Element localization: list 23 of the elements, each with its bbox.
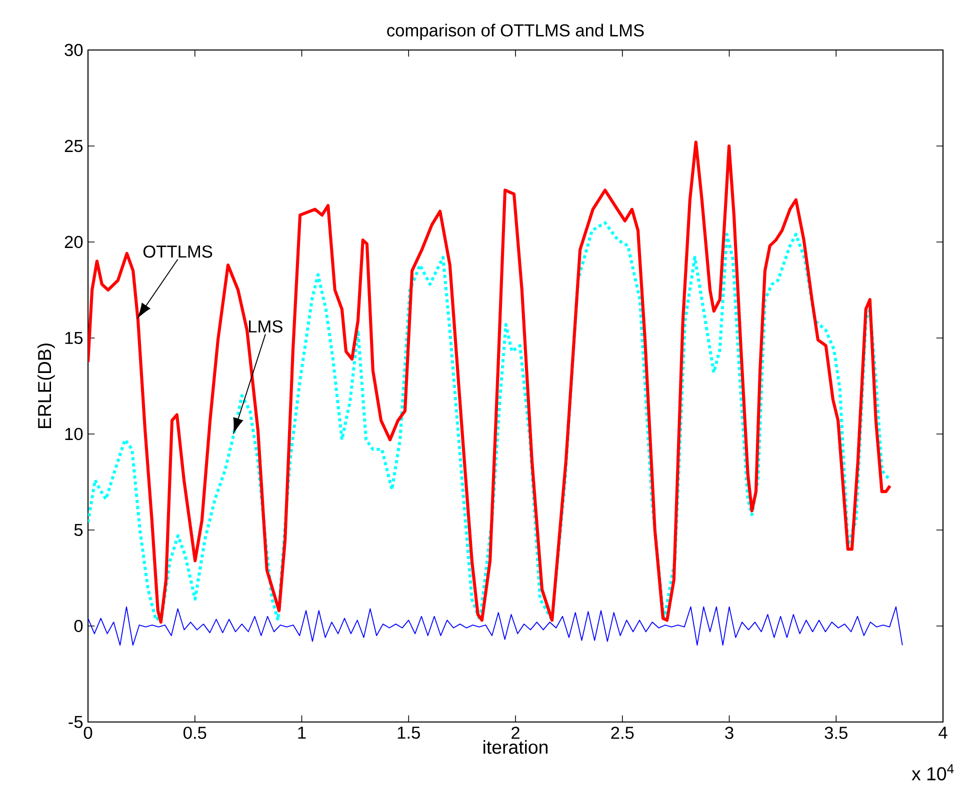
y-tick-label: 25 (64, 140, 83, 152)
x-tick-label: 1 (298, 726, 306, 739)
y-tick-label: 15 (65, 332, 83, 344)
x-tick-label: 3.5 (824, 726, 848, 739)
x-axis-title: iteration (484, 740, 548, 754)
x-tick-label: 1.5 (398, 726, 420, 739)
y-tick-label: 10 (65, 428, 83, 440)
chart-title: comparison of OTTLMS and LMS (387, 24, 644, 40)
y-tick-label: 5 (74, 524, 83, 536)
annotation: OTTLMS (143, 245, 212, 258)
x-tick-label: 4 (938, 726, 948, 739)
annotation: LMS (249, 320, 282, 333)
y-tick-label: 20 (64, 236, 83, 248)
y-tick-label: 0 (74, 620, 83, 632)
x-tick-label: 2 (512, 726, 520, 739)
y-tick-label: 30 (64, 44, 83, 56)
x-tick-label: 3 (725, 726, 734, 739)
y-axis-title: ERLE(DB) (37, 344, 55, 428)
x-tick-label: 0 (84, 726, 92, 739)
x-tick-label: 2.5 (611, 726, 634, 739)
x-tick-label: 0.5 (184, 726, 206, 739)
text: x 10$^{4}$ (912, 764, 954, 780)
y-tick-label: -5 (68, 716, 83, 728)
